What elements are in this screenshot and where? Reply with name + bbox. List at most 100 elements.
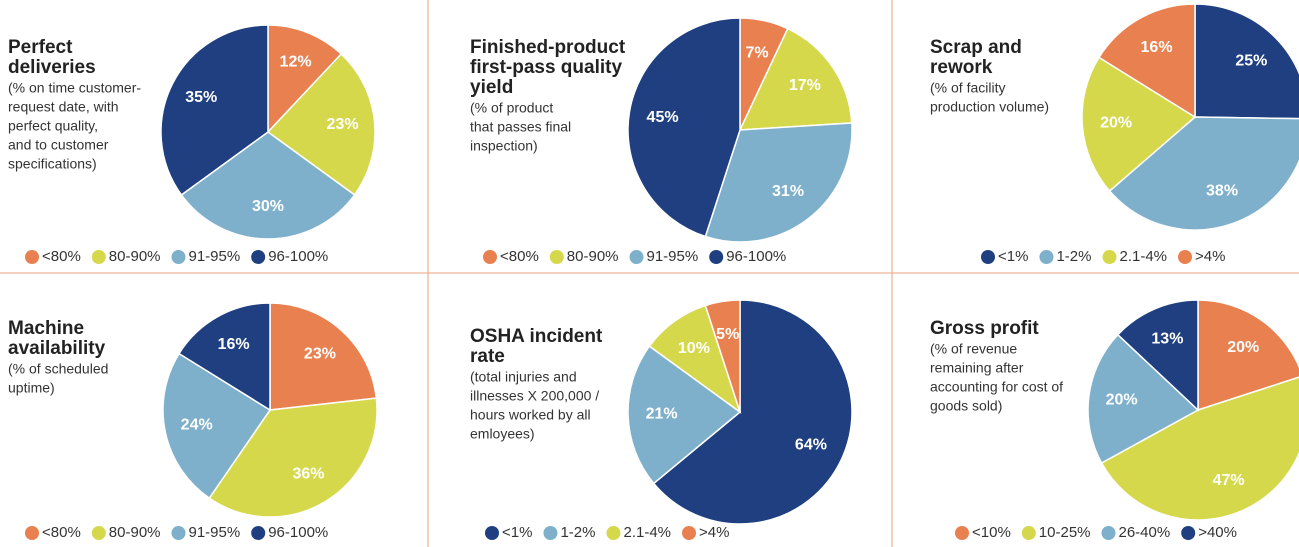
data-label: 24% xyxy=(181,417,213,434)
legend-marker xyxy=(1101,526,1116,540)
legend-label: >4% xyxy=(699,524,729,541)
legend-marker xyxy=(1102,250,1117,264)
pie-slice xyxy=(627,17,741,238)
chart-subtitle: and to customer xyxy=(8,137,109,153)
chart-subtitle: specifications) xyxy=(8,156,97,172)
data-label: 45% xyxy=(647,109,679,126)
legend-label: 1-2% xyxy=(1056,248,1091,265)
data-label: 16% xyxy=(1141,39,1173,56)
chart-subtitle: emloyees) xyxy=(470,426,535,442)
legend-label: 1-2% xyxy=(560,524,595,541)
legend-label: >4% xyxy=(1195,248,1225,265)
data-label: 38% xyxy=(1206,183,1238,200)
chart-subtitle: inspection) xyxy=(470,138,538,154)
pie-slice xyxy=(1194,3,1299,120)
pie-slice xyxy=(627,345,742,485)
data-label: 17% xyxy=(789,77,821,94)
pie-slice xyxy=(652,299,853,525)
data-label: 7% xyxy=(746,45,769,62)
legend-marker xyxy=(629,250,644,264)
legend-label: <1% xyxy=(998,248,1028,265)
legend-marker xyxy=(549,250,564,264)
legend-marker xyxy=(171,526,186,540)
chart-subtitle: hours worked by all xyxy=(470,407,591,423)
data-label: 21% xyxy=(646,406,678,423)
data-label: 20% xyxy=(1227,339,1259,356)
chart-title: Perfect xyxy=(8,37,73,58)
legend-label: 2.1-4% xyxy=(623,524,671,541)
pie-slice xyxy=(162,352,272,500)
data-label: 30% xyxy=(252,198,284,215)
data-label: 13% xyxy=(1151,331,1183,348)
legend-label: 80-90% xyxy=(109,248,161,265)
legend-marker xyxy=(682,526,697,540)
data-label: 47% xyxy=(1213,472,1245,489)
data-label: 64% xyxy=(795,437,827,454)
pie-slice xyxy=(1197,299,1299,412)
data-label: 12% xyxy=(280,54,312,71)
data-label: 5% xyxy=(716,326,739,343)
legend-marker xyxy=(1039,250,1054,264)
legend-marker xyxy=(25,250,39,264)
data-label: 31% xyxy=(772,183,804,200)
pie-slice xyxy=(738,27,853,131)
data-label: 35% xyxy=(185,89,217,106)
legend-label: 80-90% xyxy=(109,524,161,541)
chart-title: Gross profit xyxy=(930,318,1039,339)
legend-marker xyxy=(251,250,266,264)
legend-label: >40% xyxy=(1198,524,1237,541)
legend-label: <80% xyxy=(500,248,539,265)
legend-label: <80% xyxy=(42,248,81,265)
legend-label: 10-25% xyxy=(1039,524,1091,541)
chart-title: yield xyxy=(470,77,513,98)
chart-subtitle: (% of scheduled xyxy=(8,361,108,377)
legend-marker xyxy=(543,526,558,540)
legend-marker xyxy=(606,526,621,540)
data-label: 36% xyxy=(292,465,324,482)
legend-label: 91-95% xyxy=(189,524,241,541)
legend-label: <80% xyxy=(42,524,81,541)
chart-title: Finished-product xyxy=(470,37,626,58)
pie-slice xyxy=(266,52,376,196)
chart-subtitle: goods sold) xyxy=(930,398,1002,414)
chart-subtitle: request date, with xyxy=(8,99,119,115)
legend-marker xyxy=(25,526,39,540)
chart-subtitle: production volume) xyxy=(930,99,1049,115)
data-label: 16% xyxy=(218,336,250,353)
chart-subtitle: uptime) xyxy=(8,380,55,396)
chart-subtitle: illnesses X 200,000 / xyxy=(470,388,599,404)
pie-slice xyxy=(1087,333,1200,465)
legend-label: 96-100% xyxy=(268,248,328,265)
chart-title: deliveries xyxy=(8,57,96,78)
pie-slice xyxy=(208,397,378,518)
chart-subtitle: (% of revenue xyxy=(930,341,1017,357)
chart-subtitle: remaining after xyxy=(930,360,1024,376)
legend-marker xyxy=(1181,526,1196,540)
chart-subtitle: (% of product xyxy=(470,100,553,116)
pie-slice xyxy=(1116,299,1199,412)
chart-title: OSHA incident xyxy=(470,326,603,347)
pie-slice xyxy=(1108,116,1299,231)
chart-title: rate xyxy=(470,346,505,367)
legend-marker xyxy=(483,250,497,264)
legend-label: 26-40% xyxy=(1119,524,1171,541)
legend-marker xyxy=(91,250,106,264)
pie-slice xyxy=(180,131,356,240)
pie-slice xyxy=(1097,3,1196,119)
data-label: 20% xyxy=(1106,392,1138,409)
legend-label: 91-95% xyxy=(189,248,241,265)
legend-marker xyxy=(709,250,724,264)
pie-slice xyxy=(704,299,741,413)
data-label: 23% xyxy=(304,345,336,362)
chart-subtitle: (% on time customer- xyxy=(8,80,141,96)
legend-label: <10% xyxy=(972,524,1011,541)
chart-subtitle: that passes final xyxy=(470,119,571,135)
chart-subtitle: perfect quality, xyxy=(8,118,98,134)
chart-subtitle: (total injuries and xyxy=(470,369,577,385)
legend-label: <1% xyxy=(502,524,532,541)
chart-subtitle: (% of facility xyxy=(930,80,1005,96)
chart-subtitle: accounting for cost of xyxy=(930,379,1063,395)
legend-marker xyxy=(251,526,266,540)
legend-marker xyxy=(955,526,969,540)
